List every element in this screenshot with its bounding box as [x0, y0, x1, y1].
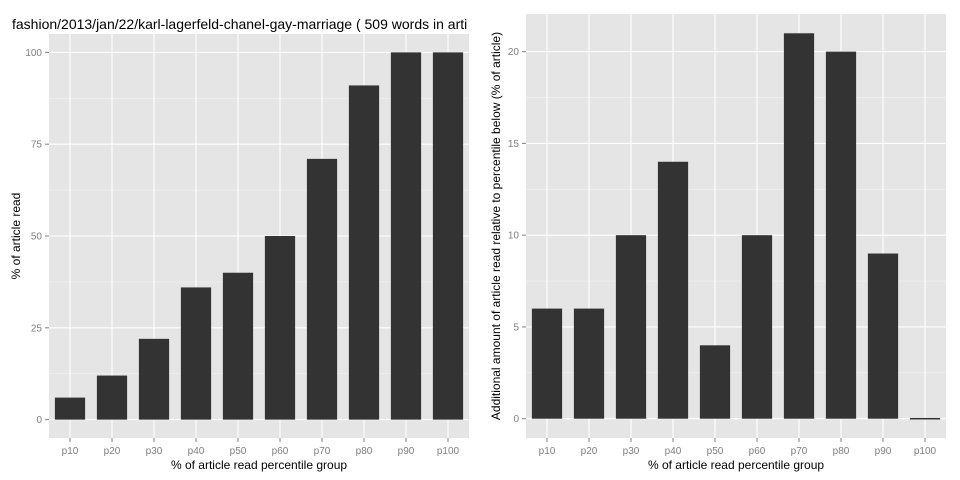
bar-p60: [741, 235, 773, 419]
x-tick-label-p100: p100: [437, 446, 460, 457]
x-tick-label-p40: p40: [188, 446, 205, 457]
bar-p60: [264, 236, 296, 420]
bar-p40: [180, 287, 212, 420]
x-axis-title: % of article read percentile group: [171, 458, 347, 472]
x-tick-label-p90: p90: [875, 446, 892, 457]
y-tick-label: 75: [31, 140, 43, 151]
x-tick-label-p50: p50: [707, 446, 724, 457]
bar-p50: [222, 272, 254, 420]
x-tick-label-p50: p50: [230, 446, 247, 457]
bar-p20: [96, 375, 128, 420]
x-tick-label-p10: p10: [539, 446, 556, 457]
y-tick-label: 15: [508, 139, 520, 150]
y-tick-label: 25: [31, 323, 43, 334]
y-tick-label: 10: [508, 231, 520, 242]
bar-p40: [657, 161, 689, 419]
bar-p30: [138, 338, 170, 420]
bar-p90: [390, 52, 422, 420]
bar-p90: [867, 253, 899, 419]
x-tick-label-p30: p30: [146, 446, 163, 457]
x-tick-label-p10: p10: [62, 446, 79, 457]
bar-p10: [531, 308, 563, 419]
bar-p20: [573, 308, 605, 419]
x-axis-title: % of article read percentile group: [648, 458, 824, 472]
x-tick-label-p70: p70: [314, 446, 331, 457]
chart-panel-2: 0 5 10 15 20 p10 p20 p30 p40 p50 p60 p70 p80 p90 p100%…: [489, 14, 946, 472]
y-tick-label: 100: [25, 48, 42, 59]
x-tick-label-p30: p30: [623, 446, 640, 457]
x-tick-label-p80: p80: [833, 446, 850, 457]
x-tick-label-p80: p80: [356, 446, 373, 457]
bar-p80: [825, 51, 857, 419]
y-tick-label: 0: [36, 415, 42, 426]
x-tick-label-p60: p60: [272, 446, 289, 457]
x-tick-label-p20: p20: [581, 446, 598, 457]
bar-p100: [432, 52, 464, 420]
bar-p30: [615, 235, 647, 419]
x-tick-label-p40: p40: [665, 446, 682, 457]
y-tick-label: 50: [31, 232, 43, 243]
bar-p50: [699, 345, 731, 419]
bar-p70: [306, 158, 338, 420]
y-axis-title: Additional amount of article read relati…: [489, 32, 503, 420]
bar-p10: [54, 397, 86, 420]
x-tick-label-p60: p60: [749, 446, 766, 457]
bar-p70: [783, 33, 815, 419]
x-tick-label-p20: p20: [104, 446, 121, 457]
y-tick-label: 0: [513, 414, 519, 425]
bar-p100: [909, 417, 941, 420]
y-tick-label: 5: [513, 322, 519, 333]
chart-panel-1: 0 25 50 75 100 p10 p20 p30 p40 p50 p60 p70 p80 p90 p10…: [9, 16, 469, 472]
x-tick-label-p70: p70: [791, 446, 808, 457]
chart-title: fashion/2013/jan/22/karl-lagerfeld-chane…: [12, 16, 467, 32]
y-axis-title: % of article read: [9, 193, 23, 280]
y-tick-label: 20: [508, 47, 520, 58]
x-tick-label-p100: p100: [914, 446, 937, 457]
x-tick-label-p90: p90: [398, 446, 415, 457]
bar-p80: [348, 85, 380, 420]
